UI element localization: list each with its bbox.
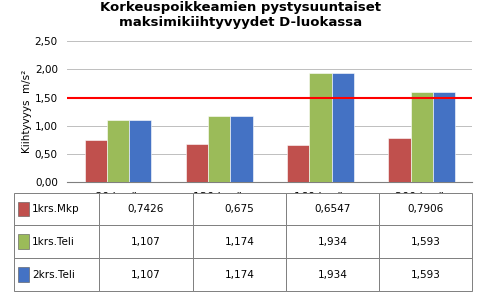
Bar xyxy=(287,145,309,182)
Text: 1,107: 1,107 xyxy=(131,237,161,247)
Text: 1krs.Teli: 1krs.Teli xyxy=(32,237,75,247)
Bar xyxy=(230,116,253,182)
Bar xyxy=(433,92,455,182)
Text: 1,934: 1,934 xyxy=(318,237,348,247)
Bar xyxy=(332,73,354,182)
Text: 1,107: 1,107 xyxy=(131,270,161,280)
Text: 0,7426: 0,7426 xyxy=(128,204,164,214)
Y-axis label: Kiihtyvyys  m/s²: Kiihtyvyys m/s² xyxy=(22,70,32,153)
Text: 1krs.Mkp: 1krs.Mkp xyxy=(32,204,80,214)
Bar xyxy=(388,138,411,182)
Bar xyxy=(208,116,230,182)
Text: 1,934: 1,934 xyxy=(318,270,348,280)
Text: 0,6547: 0,6547 xyxy=(315,204,351,214)
Text: 2krs.Teli: 2krs.Teli xyxy=(32,270,75,280)
Bar xyxy=(411,92,433,182)
Bar xyxy=(186,144,208,182)
Bar xyxy=(85,140,107,182)
Bar xyxy=(309,73,332,182)
Bar xyxy=(129,120,151,182)
Text: 0,7906: 0,7906 xyxy=(408,204,444,214)
Text: 1,174: 1,174 xyxy=(224,237,254,247)
Bar xyxy=(107,120,129,182)
Text: 1,174: 1,174 xyxy=(224,270,254,280)
Text: 0,675: 0,675 xyxy=(225,204,254,214)
Text: 1,593: 1,593 xyxy=(411,270,441,280)
Text: Korkeuspoikkeamien pystysuuntaiset
maksimikiihtyvyydet D-luokassa: Korkeuspoikkeamien pystysuuntaiset maksi… xyxy=(101,1,381,29)
Text: 1,593: 1,593 xyxy=(411,237,441,247)
